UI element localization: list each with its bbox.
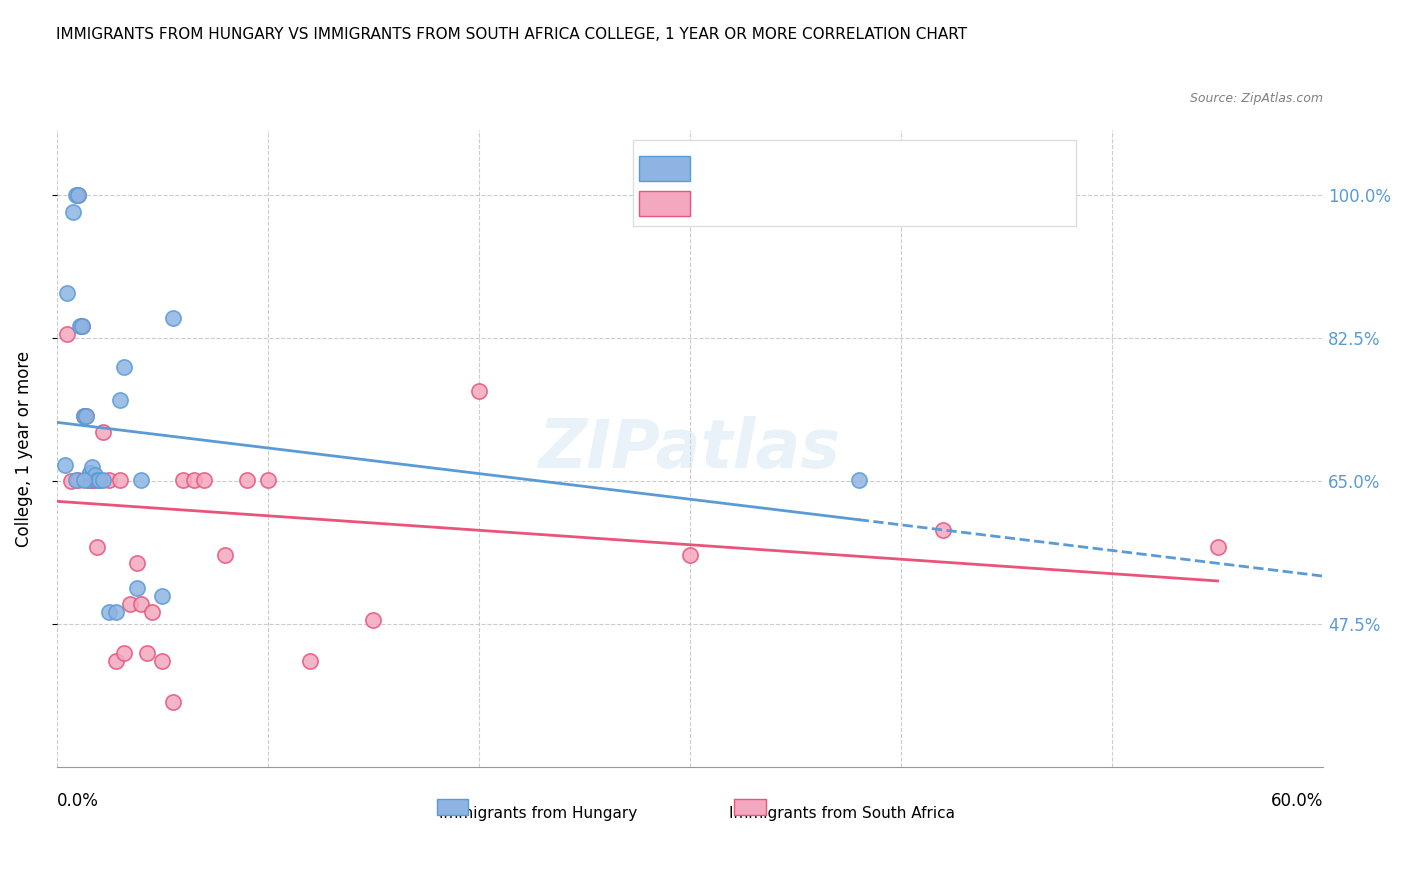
Immigrants from South Africa bbox=[468, 384, 491, 399]
Immigrants from Hungary bbox=[69, 319, 91, 334]
Immigrants from South Africa bbox=[235, 473, 257, 487]
Text: ZIPatlas: ZIPatlas bbox=[538, 416, 841, 482]
Immigrants from South Africa bbox=[150, 654, 173, 668]
Immigrants from South Africa bbox=[172, 473, 194, 487]
Immigrants from South Africa bbox=[932, 524, 955, 538]
Immigrants from South Africa bbox=[193, 473, 215, 487]
Immigrants from South Africa bbox=[83, 473, 105, 487]
Immigrants from Hungary bbox=[75, 409, 97, 423]
Text: IMMIGRANTS FROM HUNGARY VS IMMIGRANTS FROM SOUTH AFRICA COLLEGE, 1 YEAR OR MORE : IMMIGRANTS FROM HUNGARY VS IMMIGRANTS FR… bbox=[56, 27, 967, 42]
Immigrants from South Africa bbox=[87, 473, 110, 487]
Immigrants from Hungary bbox=[77, 473, 100, 487]
Immigrants from South Africa bbox=[298, 654, 321, 668]
Immigrants from South Africa bbox=[91, 425, 114, 440]
Immigrants from South Africa bbox=[120, 597, 142, 611]
Immigrants from Hungary bbox=[79, 466, 101, 480]
Text: 60.0%: 60.0% bbox=[1271, 792, 1323, 810]
Text: R = 0.001   N = 37: R = 0.001 N = 37 bbox=[709, 194, 879, 212]
Immigrants from South Africa bbox=[98, 473, 121, 487]
Immigrants from Hungary bbox=[65, 473, 87, 487]
Immigrants from Hungary bbox=[150, 589, 173, 603]
Immigrants from South Africa bbox=[66, 188, 89, 202]
Immigrants from South Africa bbox=[256, 473, 278, 487]
Immigrants from South Africa bbox=[104, 654, 127, 668]
Y-axis label: College, 1 year or more: College, 1 year or more bbox=[15, 351, 32, 547]
Immigrants from South Africa bbox=[183, 473, 205, 487]
FancyBboxPatch shape bbox=[640, 155, 690, 181]
Immigrants from South Africa bbox=[79, 473, 101, 487]
Immigrants from Hungary bbox=[848, 473, 870, 487]
FancyBboxPatch shape bbox=[437, 799, 468, 815]
Immigrants from Hungary bbox=[62, 204, 84, 219]
Immigrants from South Africa bbox=[66, 473, 89, 487]
Immigrants from South Africa bbox=[60, 475, 83, 489]
Immigrants from South Africa bbox=[112, 646, 135, 660]
Text: Immigrants from South Africa: Immigrants from South Africa bbox=[728, 805, 955, 821]
Immigrants from South Africa bbox=[70, 319, 93, 334]
Text: 0.0%: 0.0% bbox=[56, 792, 98, 810]
Immigrants from South Africa bbox=[75, 409, 97, 423]
Immigrants from South Africa bbox=[679, 548, 702, 562]
Immigrants from Hungary bbox=[86, 473, 108, 487]
Immigrants from Hungary bbox=[82, 459, 104, 474]
Immigrants from Hungary bbox=[65, 188, 87, 202]
Text: Source: ZipAtlas.com: Source: ZipAtlas.com bbox=[1189, 92, 1323, 104]
Immigrants from Hungary bbox=[129, 473, 152, 487]
Text: Immigrants from Hungary: Immigrants from Hungary bbox=[439, 805, 637, 821]
Immigrants from South Africa bbox=[82, 473, 104, 487]
Immigrants from South Africa bbox=[136, 646, 159, 660]
Immigrants from Hungary bbox=[56, 286, 79, 301]
Immigrants from South Africa bbox=[129, 597, 152, 611]
Immigrants from South Africa bbox=[77, 473, 100, 487]
Immigrants from Hungary bbox=[108, 392, 131, 407]
Immigrants from Hungary bbox=[53, 458, 76, 472]
FancyBboxPatch shape bbox=[633, 140, 1076, 226]
Immigrants from South Africa bbox=[1206, 540, 1229, 554]
FancyBboxPatch shape bbox=[640, 191, 690, 216]
Immigrants from South Africa bbox=[361, 613, 384, 627]
Immigrants from South Africa bbox=[141, 605, 163, 619]
Immigrants from Hungary bbox=[104, 605, 127, 619]
FancyBboxPatch shape bbox=[734, 799, 766, 815]
Immigrants from South Africa bbox=[125, 556, 148, 570]
Immigrants from Hungary bbox=[162, 310, 184, 325]
Immigrants from South Africa bbox=[214, 548, 236, 562]
Immigrants from South Africa bbox=[73, 409, 96, 423]
Immigrants from South Africa bbox=[162, 695, 184, 709]
Text: R = 0.041   N = 28: R = 0.041 N = 28 bbox=[709, 160, 879, 178]
Immigrants from Hungary bbox=[125, 581, 148, 595]
Immigrants from Hungary bbox=[98, 605, 121, 619]
Immigrants from South Africa bbox=[108, 473, 131, 487]
Immigrants from Hungary bbox=[79, 466, 101, 480]
Immigrants from Hungary bbox=[73, 473, 96, 487]
Immigrants from South Africa bbox=[56, 327, 79, 342]
Immigrants from Hungary bbox=[70, 319, 93, 334]
Immigrants from Hungary bbox=[83, 467, 105, 482]
Immigrants from Hungary bbox=[87, 473, 110, 487]
Immigrants from Hungary bbox=[91, 473, 114, 487]
Immigrants from Hungary bbox=[112, 359, 135, 374]
Immigrants from South Africa bbox=[86, 540, 108, 554]
Immigrants from Hungary bbox=[66, 188, 89, 202]
Immigrants from Hungary bbox=[73, 409, 96, 423]
